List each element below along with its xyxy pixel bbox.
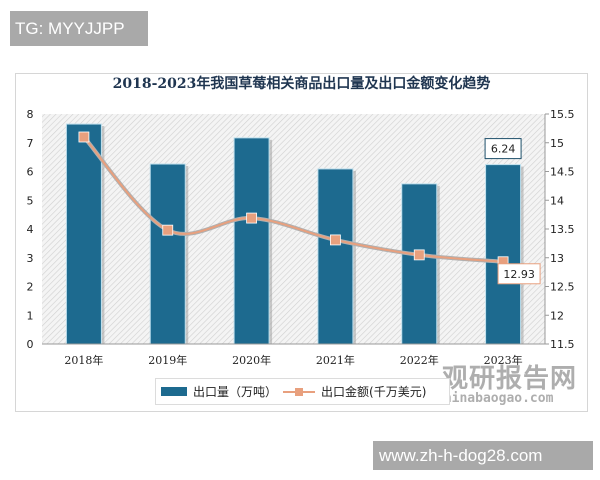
line-marker — [162, 224, 174, 236]
right-tick-label: 14.5 — [550, 166, 575, 179]
x-tick-label: 2019年 — [148, 353, 187, 367]
right-tick-label: 13 — [550, 252, 564, 265]
left-tick-label: 0 — [27, 338, 34, 351]
right-tick-label: 14 — [550, 194, 564, 207]
bar — [149, 163, 186, 345]
line-marker — [330, 234, 341, 246]
bar — [485, 164, 522, 345]
logo-watermark: 观研报告网 chinabaogao.com — [390, 358, 577, 406]
x-tick-label: 2022年 — [400, 353, 439, 367]
left-tick-label: 4 — [27, 223, 34, 236]
watermark-bottom: www.zh-h-dog28.com — [373, 441, 593, 470]
x-tick-label: 2021年 — [316, 353, 355, 367]
line-data-label-box — [497, 263, 541, 285]
right-tick-label: 11.5 — [550, 338, 575, 351]
line-marker — [413, 249, 425, 261]
right-tick-label: 12.5 — [550, 281, 575, 294]
left-tick-label: 1 — [27, 309, 34, 322]
bar-data-label-box — [484, 138, 522, 160]
line-marker — [78, 131, 90, 143]
legend: 出口量（万吨） 出口金额(千万美元) — [155, 378, 450, 405]
x-tick-label: 2023年 — [484, 353, 523, 367]
line-marker — [246, 212, 257, 224]
x-tick-label: 2018年 — [64, 353, 103, 367]
legend-swatch-bar — [161, 387, 187, 396]
chart-title: 2018-2023年我国草莓相关商品出口量及出口金额变化趋势 — [112, 76, 491, 92]
legend-label-volume: 出口量（万吨） — [193, 385, 278, 399]
bar — [401, 183, 438, 345]
right-tick-label: 13.5 — [550, 223, 575, 236]
line-series — [83, 136, 504, 263]
left-tick-label: 7 — [27, 137, 34, 150]
left-tick-label: 3 — [27, 252, 34, 265]
right-tick-label: 15.5 — [550, 108, 575, 121]
left-tick-label: 2 — [27, 281, 34, 294]
logo-en: chinabaogao.com — [436, 391, 554, 406]
legend-label-value: 出口金额(千万美元) — [321, 385, 427, 399]
x-tick-label: 2020年 — [232, 353, 271, 367]
bar — [317, 168, 354, 345]
right-tick-label: 12 — [550, 309, 564, 322]
line-data-label: 12.93 — [503, 268, 535, 281]
logo-cn: 观研报告网 — [442, 364, 578, 394]
chart-frame — [15, 73, 588, 412]
legend-swatch-line — [283, 387, 316, 397]
bar — [65, 123, 102, 345]
watermark-top: TG: MYYJJPP — [10, 11, 148, 46]
right-tick-label: 15 — [550, 137, 564, 150]
left-tick-label: 8 — [27, 108, 34, 121]
bar — [233, 137, 270, 345]
left-tick-label: 6 — [27, 166, 34, 179]
left-tick-label: 5 — [27, 194, 34, 207]
bar-data-label: 6.24 — [491, 143, 516, 156]
